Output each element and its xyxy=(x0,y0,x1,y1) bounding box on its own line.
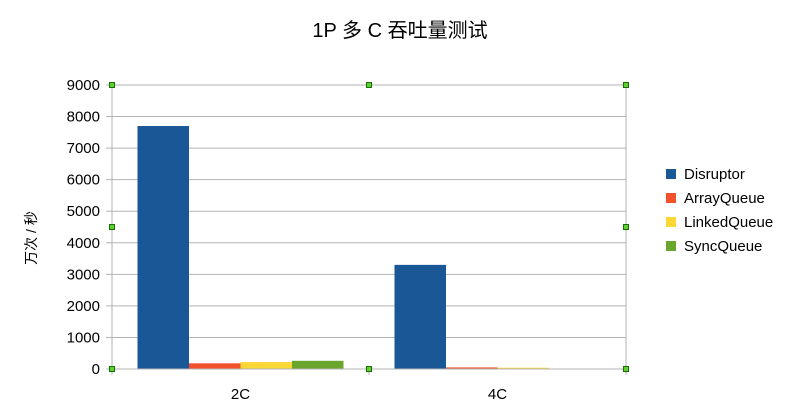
selection-handle[interactable] xyxy=(109,82,115,88)
y-tick-label: 9000 xyxy=(67,77,100,94)
x-tick-label: 4C xyxy=(488,386,507,403)
y-tick-label: 1000 xyxy=(67,329,100,346)
legend-label-linkedqueue: LinkedQueue xyxy=(684,214,773,231)
chart-title: 1P 多 C 吞吐量测试 xyxy=(312,19,487,42)
axes xyxy=(111,85,627,370)
y-axis-ticks: 0 1000 2000 3000 4000 5000 6000 7000 8000 9000 xyxy=(67,77,100,378)
bar-linkedqueue-2c xyxy=(240,362,292,369)
x-tick-label: 2C xyxy=(231,386,250,403)
y-tick-label: 8000 xyxy=(67,109,100,126)
y-tick-label: 2000 xyxy=(67,298,100,315)
y-tick-label: 5000 xyxy=(67,203,100,220)
y-tick-label: 3000 xyxy=(67,266,100,283)
legend-swatch-linkedqueue xyxy=(666,217,676,227)
legend-swatch-syncqueue xyxy=(666,241,676,251)
bar-syncqueue-2c xyxy=(292,360,344,369)
legend-label-disruptor: Disruptor xyxy=(684,166,745,183)
legend: Disruptor ArrayQueue LinkedQueue SyncQueue xyxy=(666,166,773,255)
bar-disruptor-4c xyxy=(394,264,446,369)
y-tick-label: 7000 xyxy=(67,140,100,157)
selection-handle[interactable] xyxy=(366,366,372,372)
y-tick-label: 6000 xyxy=(67,172,100,189)
legend-label-syncqueue: SyncQueue xyxy=(684,238,762,255)
bar-arrayqueue-4c xyxy=(446,367,498,369)
legend-swatch-arrayqueue xyxy=(666,193,676,203)
selection-handle[interactable] xyxy=(623,366,629,372)
x-axis-ticks: 2C 4C xyxy=(111,369,627,403)
selection-handle[interactable] xyxy=(366,82,372,88)
selection-handle[interactable] xyxy=(623,224,629,230)
y-axis-label: 万次 / 秒 xyxy=(23,211,39,265)
grid xyxy=(106,84,626,370)
legend-label-arrayqueue: ArrayQueue xyxy=(684,190,765,207)
bar-arrayqueue-2c xyxy=(189,363,241,369)
y-tick-label: 4000 xyxy=(67,235,100,252)
legend-swatch-disruptor xyxy=(666,169,676,179)
selection-handles[interactable] xyxy=(109,82,629,372)
selection-handle[interactable] xyxy=(623,82,629,88)
bar-linkedqueue-4c xyxy=(497,367,549,369)
selection-handle[interactable] xyxy=(109,224,115,230)
bars xyxy=(137,126,601,370)
y-tick-label: 0 xyxy=(92,361,100,378)
selection-handle[interactable] xyxy=(109,366,115,372)
bar-disruptor-2c xyxy=(137,126,189,370)
